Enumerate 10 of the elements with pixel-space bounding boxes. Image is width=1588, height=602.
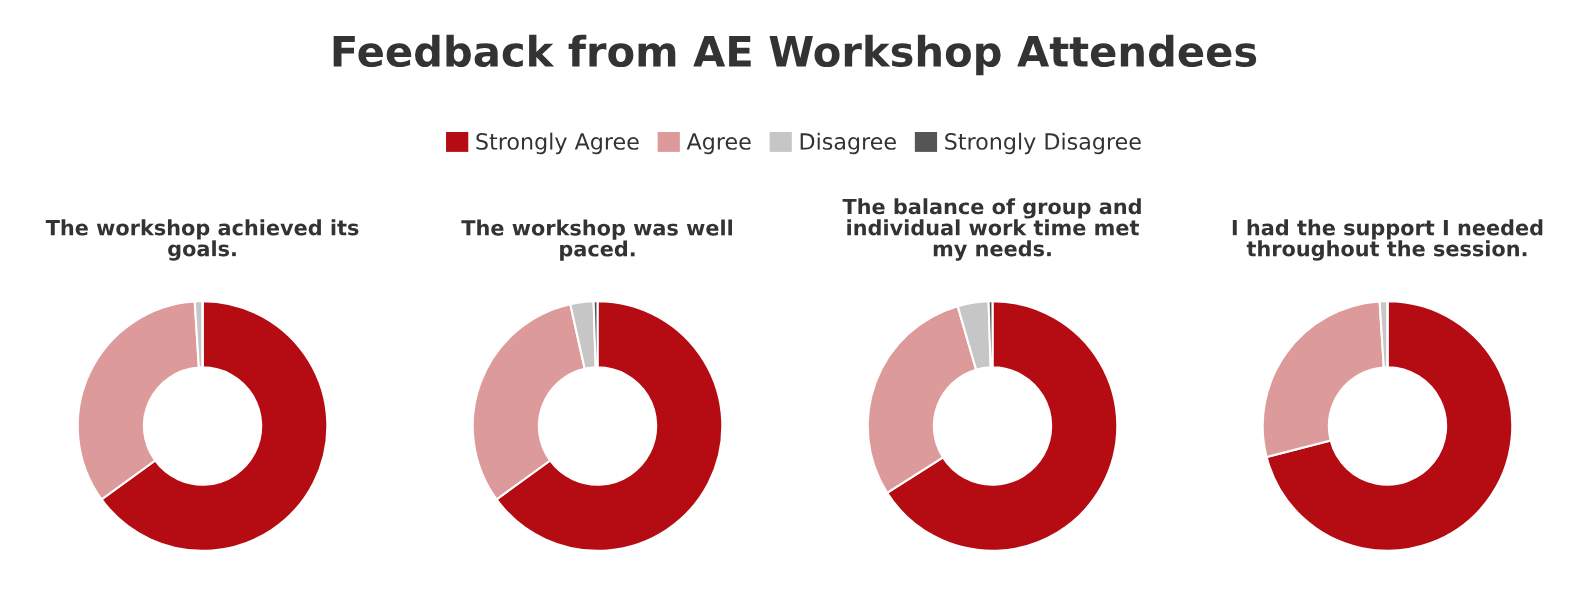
legend-label: Agree	[686, 133, 751, 155]
chart-subtitle: The workshop was well paced.	[461, 219, 732, 261]
legend-label: Strongly Disagree	[945, 132, 1141, 155]
chart-subtitle: The balance of group and individual work time met my needs.	[842, 198, 1141, 261]
donut-slice	[1265, 300, 1514, 552]
text: The workshop achieved its goals.	[45, 219, 359, 261]
chart-title: Feedback from AE Workshop Attendees	[333, 34, 1257, 76]
legend-label: Disagree	[800, 132, 896, 155]
legend-label: Strongly Agree	[476, 132, 639, 155]
chart-subtitle: I had the support I needed throughout the session.	[1232, 219, 1543, 261]
